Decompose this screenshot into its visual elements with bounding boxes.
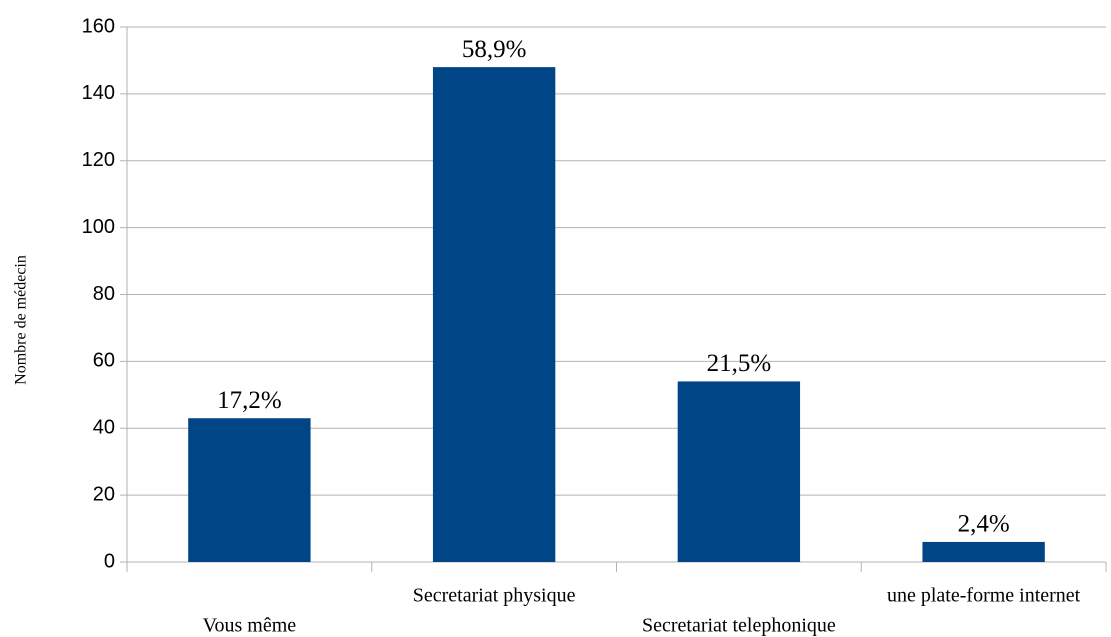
y-tick-label: 160 (82, 15, 115, 37)
x-tick-label: Secretariat telephonique (642, 615, 836, 637)
data-label: 21,5% (707, 350, 772, 377)
bar (922, 541, 1045, 562)
x-tick-label: une plate-forme internet (887, 585, 1081, 607)
y-tick-label: 0 (104, 550, 115, 572)
y-tick-label: 140 (82, 82, 115, 104)
data-label: 58,9% (462, 36, 527, 63)
y-tick-label: 60 (93, 350, 115, 372)
y-tick-label: 120 (82, 149, 115, 171)
x-tick-label: Secretariat physique (413, 585, 576, 607)
y-axis-label: Nombre de médecin (13, 255, 30, 385)
y-tick-label: 80 (93, 283, 115, 305)
bar (188, 418, 311, 562)
bar (677, 381, 801, 562)
data-label: 2,4% (958, 511, 1010, 538)
y-tick-label: 100 (82, 216, 115, 238)
y-tick-label: 20 (93, 483, 115, 505)
x-tick-label: Vous même (203, 615, 297, 637)
bar (432, 67, 556, 562)
y-tick-label: 40 (93, 417, 115, 439)
data-label: 17,2% (217, 387, 282, 414)
